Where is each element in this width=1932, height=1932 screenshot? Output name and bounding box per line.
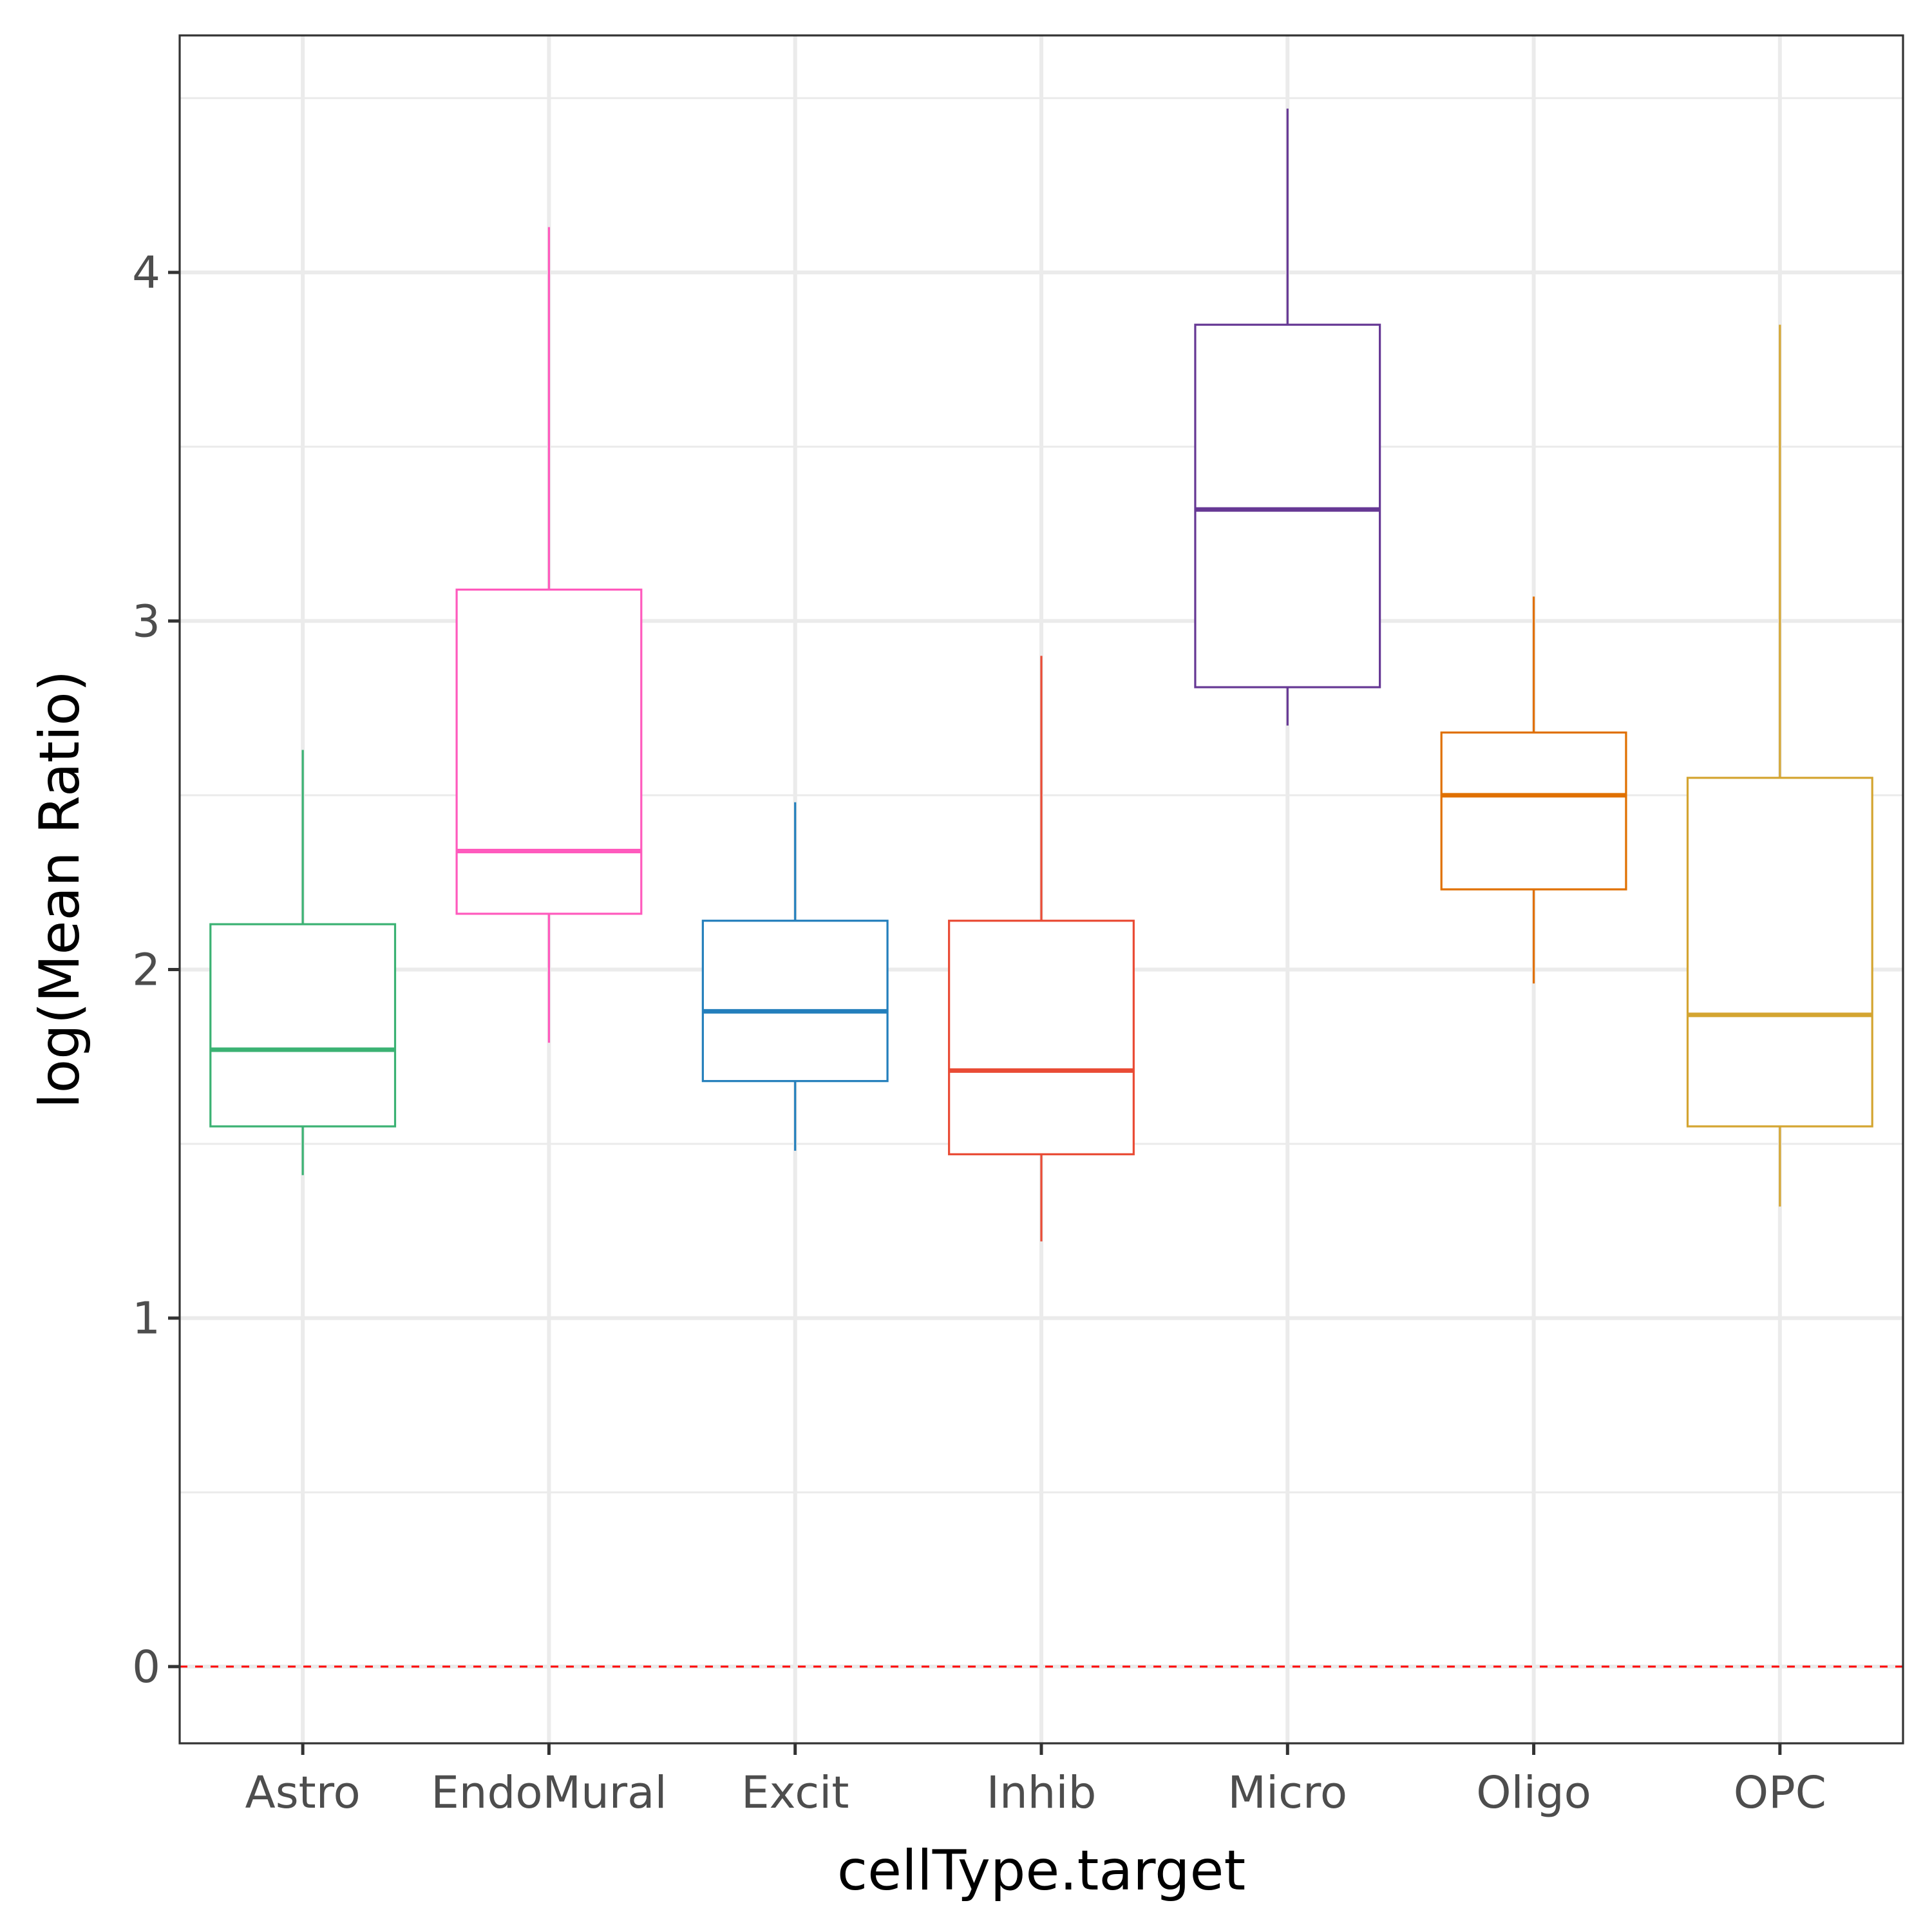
box-excit bbox=[701, 802, 889, 1151]
box-astro bbox=[209, 750, 397, 1175]
y-tick-label: 1 bbox=[132, 1293, 160, 1345]
x-tick-label: Astro bbox=[245, 1767, 361, 1819]
box-body bbox=[701, 920, 889, 1083]
y-axis-title: log(Mean Ratio) bbox=[28, 670, 92, 1109]
box-body bbox=[209, 923, 397, 1128]
x-axis: Astro EndoMural Excit Inhib Micro Oligo OPC bbox=[245, 1743, 1826, 1819]
y-axis: 0 1 2 3 4 bbox=[132, 247, 180, 1693]
y-tick-label: 2 bbox=[132, 944, 160, 996]
x-tick-label: Micro bbox=[1227, 1767, 1347, 1819]
x-tick-label: OPC bbox=[1734, 1767, 1826, 1819]
x-tick-label: Excit bbox=[741, 1767, 849, 1819]
box-body bbox=[1440, 731, 1627, 891]
y-tick-label: 3 bbox=[132, 596, 160, 647]
box-body bbox=[455, 588, 643, 915]
box-inhib bbox=[948, 656, 1135, 1242]
box-micro bbox=[1194, 108, 1381, 726]
x-axis-title: cellType.target bbox=[837, 1839, 1245, 1903]
box-body bbox=[948, 920, 1135, 1155]
boxes-layer bbox=[209, 108, 1873, 1242]
y-tick-label: 0 bbox=[132, 1642, 160, 1693]
box-endomural bbox=[455, 227, 643, 1043]
box-oligo bbox=[1440, 596, 1627, 984]
x-tick-label: EndoMural bbox=[431, 1767, 667, 1819]
y-tick-label: 4 bbox=[132, 247, 160, 299]
box-body bbox=[1194, 323, 1381, 688]
box-body bbox=[1686, 777, 1873, 1128]
box-opc bbox=[1686, 325, 1873, 1207]
x-tick-label: Inhib bbox=[987, 1767, 1097, 1819]
x-tick-label: Oligo bbox=[1476, 1767, 1591, 1819]
